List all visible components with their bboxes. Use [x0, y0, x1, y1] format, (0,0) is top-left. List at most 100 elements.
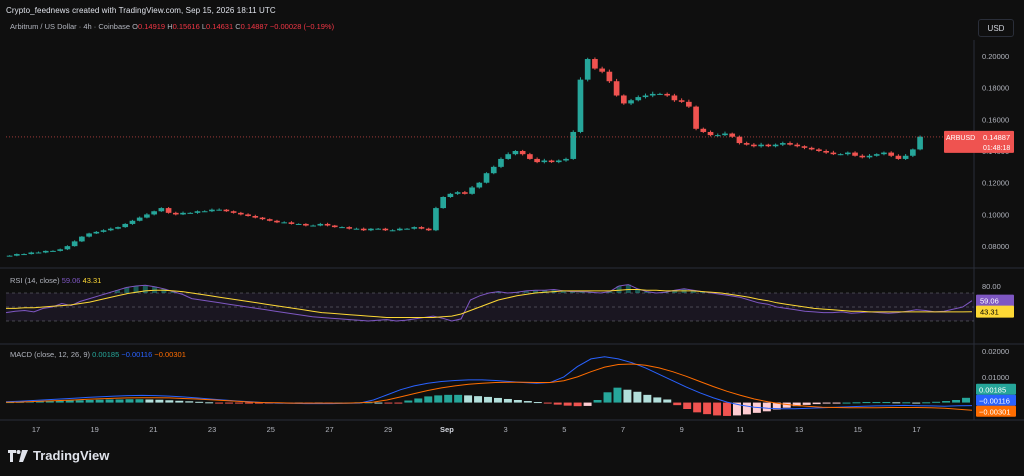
candle	[541, 160, 548, 163]
candle	[584, 59, 591, 80]
candle	[151, 211, 157, 215]
candle	[216, 209, 222, 211]
macd-hist-bar	[35, 401, 44, 403]
macd-hist-bar	[822, 402, 831, 404]
candle	[555, 160, 562, 163]
high-value: 0.15616	[172, 22, 200, 31]
macd-hist-bar	[663, 399, 672, 403]
candle	[411, 227, 418, 229]
price-tick-label: 0.18000	[982, 84, 1009, 93]
candle	[787, 143, 793, 145]
macd-hist-bar	[633, 391, 642, 403]
candle	[599, 68, 605, 72]
macd-hist-bar	[613, 387, 622, 403]
candle	[859, 155, 866, 158]
candle	[209, 209, 215, 212]
macd-hist-bar	[404, 400, 413, 403]
candle	[888, 152, 895, 156]
macd-hist-bar	[394, 402, 403, 404]
candle	[172, 212, 179, 215]
candle	[187, 212, 194, 214]
low-value: 0.14631	[206, 22, 234, 31]
macd-line-legend-value: −0.00116	[121, 350, 153, 359]
macd-tick-label: 0.01000	[982, 373, 1009, 382]
open-label: O	[132, 22, 138, 31]
candle	[324, 223, 331, 226]
x-tick-label: 27	[325, 425, 333, 434]
candle	[830, 152, 837, 155]
candle	[353, 228, 360, 230]
candle	[100, 230, 107, 232]
macd-hist-bar	[942, 401, 951, 403]
candle	[440, 196, 447, 209]
candle	[107, 228, 114, 231]
macd-line-value-label-box	[976, 394, 1016, 406]
macd-hist-bar	[543, 402, 552, 404]
candle	[816, 149, 822, 151]
macd-legend: MACD (close, 12, 26, 9) 0.00185 −0.00116…	[10, 350, 186, 359]
candle	[606, 71, 613, 82]
rsi-ma-value-box	[976, 305, 1014, 318]
candle	[462, 192, 468, 194]
candle	[512, 151, 519, 155]
candle	[42, 250, 49, 253]
macd-hist-bar	[703, 402, 712, 415]
macd-hist-bar	[474, 396, 483, 403]
macd-hist-bar	[902, 402, 911, 404]
candle	[50, 250, 56, 252]
candle	[346, 227, 353, 229]
candle	[765, 144, 772, 147]
candle	[331, 225, 338, 228]
macd-hist-bar	[802, 402, 811, 405]
candle	[310, 225, 316, 227]
candle	[758, 144, 764, 147]
candle	[592, 59, 598, 69]
candle	[454, 192, 461, 194]
macd-line-value-label: −0.00116	[979, 397, 1010, 406]
macd-hist-bar	[245, 402, 253, 404]
candle	[129, 220, 136, 224]
candle	[230, 211, 237, 213]
candle	[613, 81, 620, 96]
candle	[425, 228, 432, 231]
x-tick-label: 25	[267, 425, 275, 434]
candle	[895, 155, 902, 159]
macd-hist-bar	[55, 400, 64, 403]
candle	[693, 106, 699, 129]
candle	[794, 144, 801, 147]
attribution-text: Crypto_feednews created with TradingView…	[6, 6, 276, 15]
candle	[136, 217, 143, 221]
rsi-title: RSI (14, close)	[10, 276, 60, 285]
rsi-legend: RSI (14, close) 59.06 43.31	[10, 276, 101, 285]
candle	[628, 100, 634, 104]
candle	[801, 146, 808, 148]
rsi-ma-legend-value: 43.31	[82, 276, 102, 285]
candle	[35, 252, 42, 254]
currency-button[interactable]: USD	[978, 19, 1014, 37]
candle	[57, 249, 64, 251]
macd-signal-value-label-box	[976, 405, 1016, 417]
candle	[635, 97, 642, 101]
macd-hist-bar	[723, 402, 731, 416]
x-tick-label: 17	[32, 425, 40, 434]
candle	[779, 143, 786, 145]
open-value: 0.14919	[137, 22, 166, 31]
macd-hist-bar	[85, 400, 94, 403]
candle	[808, 147, 815, 150]
candle	[368, 228, 374, 231]
x-tick-label: 11	[737, 425, 745, 434]
x-tick-label: 17	[912, 425, 920, 434]
last-price-value: 0.14887	[983, 133, 1010, 142]
candle	[483, 173, 490, 183]
candle	[158, 208, 165, 212]
price-tick-label: 0.20000	[982, 52, 1009, 61]
candle	[339, 227, 345, 229]
tradingview-logo[interactable]: TradingView	[8, 448, 109, 463]
macd-hist-bar	[653, 397, 662, 403]
low-label: L	[201, 22, 207, 31]
candle	[722, 133, 728, 136]
candle	[707, 131, 714, 136]
candle	[375, 228, 381, 230]
macd-hist-bar	[503, 398, 512, 403]
